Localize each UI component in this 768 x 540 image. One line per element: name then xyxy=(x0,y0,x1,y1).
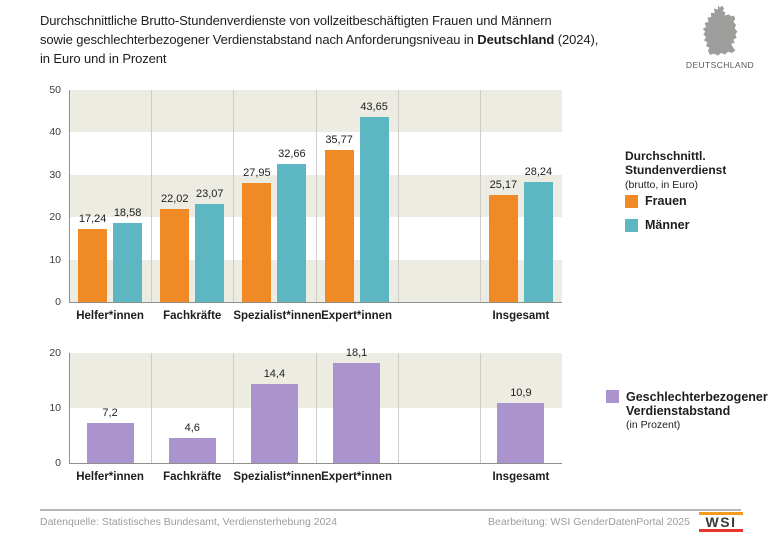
legend-earnings-title-line1: Durchschnittl. xyxy=(625,149,706,163)
gridline xyxy=(479,353,481,463)
bar-geschlechterbezogener-0 xyxy=(86,423,134,463)
bar-value-label: 35,77 xyxy=(325,134,353,147)
bar-value-label: 27,95 xyxy=(243,167,271,180)
gridline xyxy=(151,353,153,463)
category-label: Spezialist*innen xyxy=(233,310,322,322)
y-tick-label: 0 xyxy=(55,296,61,308)
gridline xyxy=(233,353,235,463)
bar-value-label: 28,24 xyxy=(524,166,553,179)
category-label: Fachkräfte xyxy=(163,310,222,322)
map-caption: DEUTSCHLAND xyxy=(685,60,755,70)
title-line2-suffix: (2024), xyxy=(554,32,599,47)
x-axis-line xyxy=(69,302,562,303)
bar-value-label: 23,07 xyxy=(195,188,224,201)
footer-editing: Bearbeitung: WSI GenderDatenPortal 2025 xyxy=(488,516,690,528)
bar-frauen-4 xyxy=(488,195,518,302)
wsi-logo-text: WSI xyxy=(705,514,737,530)
footer-source: Datenquelle: Statistisches Bundesamt, Ve… xyxy=(40,516,338,528)
category-label: Helfer*innen xyxy=(76,471,144,483)
y-tick-label: 40 xyxy=(49,126,61,139)
wsi-logo-red-bar xyxy=(699,529,743,532)
legend-gap-line2: Verdienstabstand xyxy=(626,404,731,418)
footer-divider xyxy=(40,509,741,511)
gridline xyxy=(397,353,399,463)
wsi-logo-orange-bar xyxy=(699,512,743,515)
bar-männer-2 xyxy=(277,163,307,302)
bar-männer-0 xyxy=(113,223,143,302)
bar-value-label: 14,4 xyxy=(263,367,286,380)
bar-value-label: 22,02 xyxy=(160,192,189,205)
gridline xyxy=(315,90,317,302)
bar-frauen-1 xyxy=(160,208,190,302)
bar-value-label: 43,65 xyxy=(360,100,388,113)
y-tick-label: 30 xyxy=(49,168,61,181)
legend-earnings-subtitle: (brutto, in Euro) xyxy=(625,179,698,191)
title-line3: in Euro und in Prozent xyxy=(40,51,167,66)
x-axis-line xyxy=(69,463,562,464)
germany-map-icon xyxy=(702,5,738,56)
gridline xyxy=(479,90,481,302)
category-label: Insgesamt xyxy=(492,471,550,483)
category-label: Expert*innen xyxy=(321,310,393,322)
bar-value-label: 32,66 xyxy=(278,147,306,160)
bar-geschlechterbezogener-1 xyxy=(168,437,216,463)
gap-swatch-icon xyxy=(606,390,619,403)
bar-männer-1 xyxy=(195,204,225,302)
gridline xyxy=(151,90,153,302)
title-line2-prefix: sowie geschlechterbezogener Verdienstabs… xyxy=(40,32,478,47)
category-label: Expert*innen xyxy=(321,471,393,483)
y-tick-label: 10 xyxy=(49,253,61,266)
legend-item-maenner: Männer xyxy=(625,218,689,232)
category-label: Insgesamt xyxy=(492,310,550,322)
chart-pay-gap: 0 10 20 7,2 4,6 14,4 18,1 10,9 Helfer*innen Fachk… xyxy=(49,347,562,483)
chart-hourly-earnings: 0 10 20 30 40 50 17,24 22,02 27,95 35,77 25,17 18,5… xyxy=(49,84,562,322)
bar-value-label: 7,2 xyxy=(102,407,118,420)
legend-item-gap: Geschlechterbezogener Verdienstabstand (… xyxy=(606,390,768,431)
bar-value-label: 10,9 xyxy=(510,387,532,400)
y-axis-line xyxy=(69,353,70,463)
bar-frauen-3 xyxy=(324,150,354,302)
wsi-logo: WSI xyxy=(699,512,743,532)
gridline xyxy=(233,90,235,302)
germany-map: DEUTSCHLAND xyxy=(678,5,762,70)
bar-frauen-2 xyxy=(242,183,272,302)
category-label: Spezialist*innen xyxy=(233,471,322,483)
bar-männer-3 xyxy=(359,116,389,302)
bar-value-label: 17,24 xyxy=(78,212,107,225)
y-tick-label: 20 xyxy=(49,347,61,359)
y-tick-label: 0 xyxy=(55,457,61,469)
category-label: Fachkräfte xyxy=(163,471,222,483)
bar-geschlechterbezogener-2 xyxy=(250,383,298,463)
y-axis-line xyxy=(69,90,70,302)
title-region-bold: Deutschland xyxy=(477,32,555,47)
bar-geschlechterbezogener-3 xyxy=(333,363,381,463)
y-tick-label: 10 xyxy=(49,402,61,414)
y-tick-label: 50 xyxy=(49,84,61,96)
bar-value-label: 18,1 xyxy=(345,347,368,360)
legend-item-frauen: Frauen xyxy=(625,194,687,208)
bar-value-label: 18,58 xyxy=(113,207,142,220)
bar-value-label: 25,17 xyxy=(489,179,518,192)
title-line1: Durchschnittliche Brutto-Stundenverdiens… xyxy=(40,13,552,28)
bar-value-label: 4,6 xyxy=(184,421,200,434)
legend-item-frauen-label: Frauen xyxy=(645,194,687,208)
y-tick-label: 20 xyxy=(49,211,61,224)
frauen-swatch-icon xyxy=(625,194,638,208)
gridline xyxy=(315,353,317,463)
legend-gap-subtitle: (in Prozent) xyxy=(626,419,681,431)
gridline xyxy=(397,90,399,302)
legend-earnings: Durchschnittl. Stundenverdienst (brutto,… xyxy=(625,149,726,192)
bar-frauen-0 xyxy=(78,228,108,302)
bar-geschlechterbezogener-4 xyxy=(497,403,545,463)
bar-männer-4 xyxy=(523,182,553,302)
chart-title: Durchschnittliche Brutto-Stundenverdiens… xyxy=(40,11,660,68)
legend-item-maenner-label: Männer xyxy=(645,218,690,232)
category-label: Helfer*innen xyxy=(76,310,144,322)
maenner-swatch-icon xyxy=(625,218,638,232)
legend-earnings-title-line2: Stundenverdienst xyxy=(625,163,727,177)
legend-gap-line1: Geschlechterbezogener xyxy=(626,390,768,404)
